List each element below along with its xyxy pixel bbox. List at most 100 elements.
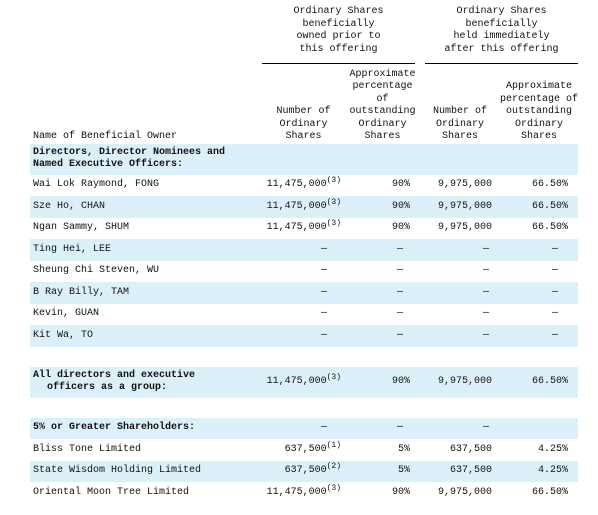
cell: 637,500(2) bbox=[262, 460, 345, 482]
cell: 11,475,000(3) bbox=[262, 366, 345, 398]
spacer-row bbox=[30, 347, 578, 367]
section-row: 5% or Greater Shareholders: — — — bbox=[30, 417, 579, 439]
cell-value: — bbox=[397, 308, 404, 319]
cell-value: 9,975,000 bbox=[438, 222, 493, 233]
cell-value: — bbox=[483, 422, 490, 433]
cell-value: 637,500 bbox=[284, 443, 327, 455]
footnote-ref: (3) bbox=[326, 372, 341, 382]
cell-value: 9,975,000 bbox=[438, 375, 493, 387]
cell: — bbox=[345, 282, 421, 304]
cell: — bbox=[500, 304, 578, 326]
cell: 90% bbox=[345, 175, 420, 197]
owner-row: Kit Wa, TO — — — — bbox=[30, 325, 579, 347]
owner-row: Ngan Sammy, SHUM 11,475,000(3) 90% 9,975,00… bbox=[30, 218, 578, 240]
owner-name: All directors and executive officers as … bbox=[30, 366, 262, 398]
cell: 4.25% bbox=[500, 460, 579, 482]
cell: — bbox=[345, 417, 421, 439]
footnote-ref: (1) bbox=[326, 440, 341, 450]
spacer bbox=[30, 398, 262, 418]
cell-value: — bbox=[320, 422, 327, 433]
cell-value: 90% bbox=[392, 222, 411, 233]
owner-name: Ting Hei, LEE bbox=[30, 239, 262, 261]
column-header: Name of Beneficial Owner bbox=[33, 131, 178, 142]
cell: 9,975,000 bbox=[420, 196, 501, 218]
cell-value: 11,475,000 bbox=[266, 222, 327, 233]
spacer bbox=[30, 347, 262, 367]
cell-value: — bbox=[397, 329, 404, 341]
cell: 11,475,000(3) bbox=[262, 196, 345, 218]
cell: — bbox=[345, 304, 420, 326]
cell-value: — bbox=[397, 243, 404, 255]
cell-value: 637,500 bbox=[450, 443, 493, 455]
footnote-ref: (3) bbox=[326, 483, 341, 493]
cell-value: — bbox=[552, 243, 559, 255]
owner-name: Sze Ho, CHAN bbox=[30, 196, 262, 218]
cell: 90% bbox=[345, 366, 421, 398]
cell: 5% bbox=[345, 439, 420, 461]
cell-value: — bbox=[320, 265, 327, 276]
cell-value: — bbox=[483, 308, 490, 319]
cell-value: — bbox=[552, 329, 559, 341]
cell-value: 11,475,000 bbox=[266, 179, 327, 190]
cell-value: 5% bbox=[398, 465, 411, 476]
cell-value: 9,975,000 bbox=[438, 486, 493, 498]
owner-name: Wai Lok Raymond, FONG bbox=[33, 179, 160, 190]
owner-row: Sheung Chi Steven, WU — — — — bbox=[30, 261, 578, 283]
cell: — bbox=[345, 325, 421, 347]
owner-name: Ngan Sammy, SHUM bbox=[33, 222, 130, 233]
cell: — bbox=[420, 325, 501, 347]
cell-value: — bbox=[320, 308, 327, 319]
cell: — bbox=[420, 282, 501, 304]
spacer bbox=[500, 398, 578, 418]
cell-value: — bbox=[397, 422, 404, 433]
cell: — bbox=[262, 282, 345, 304]
cell-value: 66.50% bbox=[532, 179, 569, 190]
cell-value: — bbox=[483, 265, 490, 276]
cell-value: 66.50% bbox=[532, 222, 569, 233]
group-header-row: Ordinary Shares beneficially owned prior… bbox=[30, 6, 579, 64]
cell bbox=[500, 143, 579, 175]
cell: — bbox=[500, 282, 579, 304]
cell: — bbox=[345, 239, 421, 261]
cell: — bbox=[345, 261, 420, 283]
cell-value: — bbox=[320, 329, 327, 341]
cell bbox=[262, 143, 345, 175]
owner-name: Kit Wa, TO bbox=[30, 325, 262, 347]
cell-value: 11,475,000 bbox=[266, 486, 327, 498]
owner-row: Kevin, GUAN — — — — bbox=[30, 304, 578, 326]
spacer bbox=[345, 347, 420, 367]
cell-value: 9,975,000 bbox=[438, 200, 493, 212]
ownership-table: Ordinary Shares beneficially owned prior… bbox=[30, 6, 578, 504]
cell: 90% bbox=[345, 196, 421, 218]
cell: 66.50% bbox=[500, 482, 578, 504]
cell: 9,975,000 bbox=[420, 366, 501, 398]
cell: — bbox=[262, 239, 345, 261]
cell: 11,475,000(3) bbox=[262, 482, 345, 504]
cell-value: — bbox=[483, 286, 490, 298]
footnote-ref: (3) bbox=[326, 176, 341, 185]
owner-row: B Ray Billy, TAM — — — — bbox=[30, 282, 579, 304]
cell-value: — bbox=[397, 265, 404, 276]
cell-value: 66.50% bbox=[532, 375, 569, 387]
cell-value: 90% bbox=[392, 486, 411, 498]
cell: 5% bbox=[345, 460, 421, 482]
owner-name: Oriental Moon Tree Limited bbox=[33, 486, 190, 498]
owner-name: Kevin, GUAN bbox=[33, 308, 100, 319]
owner-name: Bliss Tone Limited bbox=[33, 443, 142, 455]
cell-value: 5% bbox=[398, 443, 411, 455]
table-body: Ordinary Shares beneficially owned prior… bbox=[30, 6, 578, 504]
cell-value: 90% bbox=[392, 200, 411, 212]
spacer bbox=[262, 398, 345, 418]
cell: 90% bbox=[345, 482, 420, 504]
column-header: Number of Ordinary Shares bbox=[276, 106, 331, 142]
cell: — bbox=[500, 261, 578, 283]
footnote-ref: (3) bbox=[326, 197, 341, 207]
spacer-row bbox=[30, 398, 578, 418]
section-heading: Directors, Director Nominees and Named E… bbox=[30, 143, 262, 175]
cell-value: 4.25% bbox=[538, 465, 569, 476]
cell: 66.50% bbox=[500, 175, 578, 197]
column-header: Approximate percentage of outstanding Or… bbox=[500, 81, 579, 142]
spacer bbox=[420, 347, 500, 367]
group-header: Ordinary Shares beneficially held immedi… bbox=[415, 6, 579, 64]
